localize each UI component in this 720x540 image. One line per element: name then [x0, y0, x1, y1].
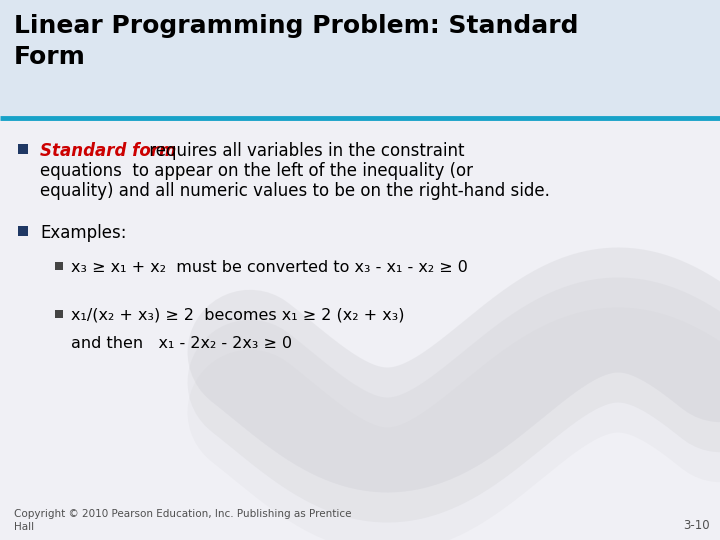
Text: and then   x₁ - 2x₂ - 2x₃ ≥ 0: and then x₁ - 2x₂ - 2x₃ ≥ 0 [71, 336, 292, 351]
Text: equality) and all numeric values to be on the right-hand side.: equality) and all numeric values to be o… [40, 182, 550, 200]
Bar [55, 310, 63, 318]
Text: x₁/(x₂ + x₃) ≥ 2  becomes x₁ ≥ 2 (x₂ + x₃): x₁/(x₂ + x₃) ≥ 2 becomes x₁ ≥ 2 (x₂ + x₃… [71, 308, 405, 323]
Bar [18, 226, 28, 236]
Text: 3-10: 3-10 [683, 519, 710, 532]
Text: Copyright © 2010 Pearson Education, Inc. Publishing as Prentice
Hall: Copyright © 2010 Pearson Education, Inc.… [14, 509, 351, 532]
Bar [18, 144, 28, 154]
Text: x₃ ≥ x₁ + x₂  must be converted to x₃ - x₁ - x₂ ≥ 0: x₃ ≥ x₁ + x₂ must be converted to x₃ - x… [71, 260, 468, 275]
Text: Linear Programming Problem: Standard
Form: Linear Programming Problem: Standard For… [14, 14, 578, 69]
FancyBboxPatch shape [0, 0, 720, 116]
Text: Examples:: Examples: [40, 224, 127, 242]
Bar [55, 262, 63, 270]
Text: requires all variables in the constraint: requires all variables in the constraint [144, 142, 464, 160]
Text: equations  to appear on the left of the inequality (or: equations to appear on the left of the i… [40, 162, 473, 180]
Text: Standard form: Standard form [40, 142, 176, 160]
